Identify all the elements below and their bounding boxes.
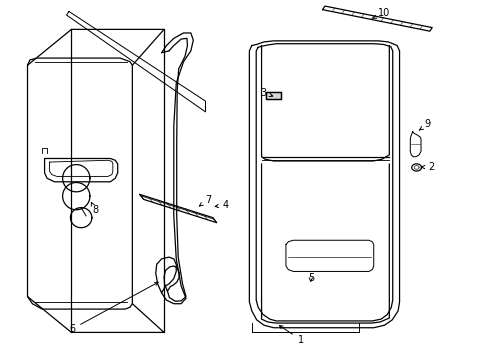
Text: 2: 2	[421, 162, 434, 172]
Text: 8: 8	[91, 202, 98, 216]
Polygon shape	[266, 92, 281, 99]
Text: 7: 7	[199, 195, 211, 206]
Text: 5: 5	[307, 273, 313, 283]
Text: 3: 3	[259, 88, 272, 98]
Text: 1: 1	[279, 325, 303, 345]
Text: 6: 6	[69, 282, 158, 334]
Text: 9: 9	[418, 120, 429, 130]
Text: 4: 4	[215, 200, 228, 210]
Text: 10: 10	[372, 8, 389, 18]
